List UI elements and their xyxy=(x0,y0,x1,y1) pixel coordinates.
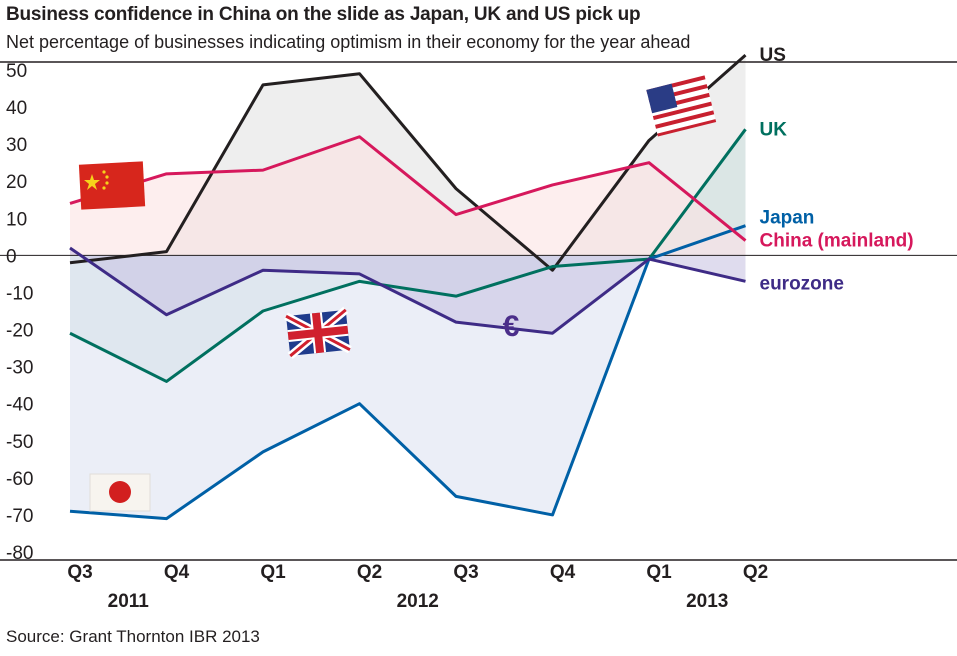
x-tick-label: Q3 xyxy=(453,562,478,583)
y-tick-label: -20 xyxy=(6,321,33,342)
x-tick-label: Q1 xyxy=(260,562,286,583)
uk-line xyxy=(69,128,747,383)
us-flag-icon xyxy=(646,75,717,137)
japan-flag-icon xyxy=(89,473,151,512)
y-tick-label: -30 xyxy=(6,358,33,379)
china-flag-icon xyxy=(78,161,146,210)
eurozone-series-label: eurozone xyxy=(760,273,844,294)
japan-series-label: Japan xyxy=(760,208,815,229)
chart-subtitle: Net percentage of businesses indicating … xyxy=(6,32,691,52)
y-tick-label: 40 xyxy=(6,98,27,119)
china-mainland-area xyxy=(70,136,746,256)
euro-icon: € xyxy=(503,310,520,343)
y-tick-label: -10 xyxy=(6,283,33,304)
japan-line xyxy=(69,224,746,521)
china-mainland-series-label: China (mainland) xyxy=(760,231,914,252)
uk-flag-icon xyxy=(284,306,352,359)
china-mainland-line xyxy=(69,135,747,242)
eurozone-area xyxy=(70,247,746,334)
y-tick-label: 20 xyxy=(6,172,27,193)
y-tick-label: -40 xyxy=(6,395,33,416)
year-label: 2013 xyxy=(686,591,728,612)
us-series-label: US xyxy=(760,45,786,66)
x-tick-label: Q4 xyxy=(550,562,576,583)
uk-series-label: UK xyxy=(760,119,788,140)
y-tick-label: -50 xyxy=(6,432,33,453)
y-tick-label: 0 xyxy=(6,246,17,267)
y-tick-label: -60 xyxy=(6,469,33,490)
us-line xyxy=(69,54,747,272)
y-tick-label: 10 xyxy=(6,209,27,230)
y-tick-label: -70 xyxy=(6,506,33,527)
y-tick-label: -80 xyxy=(6,543,33,564)
eurozone-line xyxy=(69,246,746,335)
source-note: Source: Grant Thornton IBR 2013 xyxy=(6,627,260,646)
y-tick-label: 50 xyxy=(6,61,27,82)
x-tick-label: Q3 xyxy=(67,562,92,583)
y-tick-label: 30 xyxy=(6,135,27,156)
x-tick-label: Q2 xyxy=(743,562,768,583)
year-label: 2011 xyxy=(108,591,150,612)
x-tick-label: Q2 xyxy=(357,562,382,583)
x-tick-label: Q1 xyxy=(646,562,672,583)
year-label: 2012 xyxy=(397,591,439,612)
x-tick-label: Q4 xyxy=(164,562,190,583)
chart-title: Business confidence in China on the slid… xyxy=(6,4,641,25)
